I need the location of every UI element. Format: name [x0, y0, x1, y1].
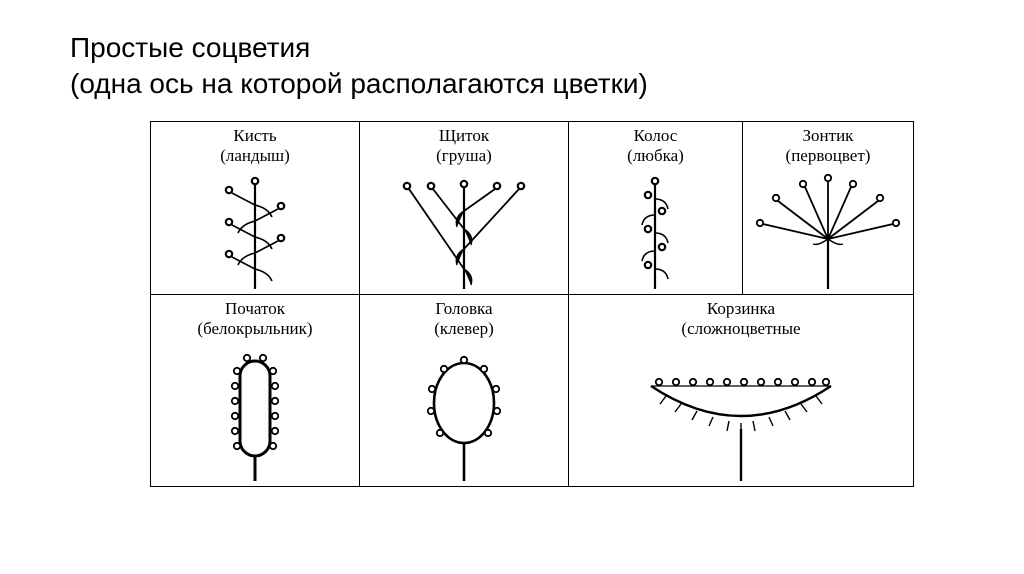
cell-kist: Кисть (ландыш): [151, 121, 360, 294]
label-name: Кисть: [233, 126, 276, 145]
diagram-pochatok: [155, 341, 355, 486]
diagram-kist: [170, 169, 340, 294]
label-name: Корзинка: [707, 299, 775, 318]
cell-shchitok: Щиток (груша): [360, 121, 569, 294]
label-example: (сложноцветные: [681, 319, 800, 338]
label-name: Колос: [634, 126, 678, 145]
cell-kolos: Колос (любка): [569, 121, 743, 294]
diagram-korzinka: [631, 341, 851, 486]
cell-pochatok: Початок (белокрыльник): [151, 294, 360, 487]
cell-zontik: Зонтик (первоцвет): [742, 121, 913, 294]
diagram-shchitok: [379, 169, 549, 294]
label-example: (ландыш): [220, 146, 290, 165]
page-title: Простые соцветия (одна ось на которой ра…: [70, 30, 954, 103]
diagram-zontik: [743, 169, 913, 294]
label-example: (первоцвет): [786, 146, 871, 165]
label-example: (любка): [627, 146, 684, 165]
label-example: (белокрыльник): [197, 319, 312, 338]
cell-korzinka: Корзинка (сложноцветные: [569, 294, 914, 487]
title-line-2: (одна ось на которой располагаются цветк…: [70, 68, 648, 99]
label-name: Зонтик: [803, 126, 854, 145]
diagram-golovka: [364, 341, 564, 486]
label-name: Початок: [225, 299, 285, 318]
title-line-1: Простые соцветия: [70, 32, 310, 63]
label-example: (клевер): [434, 319, 494, 338]
label-name: Щиток: [439, 126, 489, 145]
label-name: Головка: [435, 299, 492, 318]
diagram-kolos: [570, 169, 740, 294]
cell-golovka: Головка (клевер): [360, 294, 569, 487]
diagram-table: Кисть (ландыш): [150, 121, 914, 488]
label-example: (груша): [436, 146, 492, 165]
